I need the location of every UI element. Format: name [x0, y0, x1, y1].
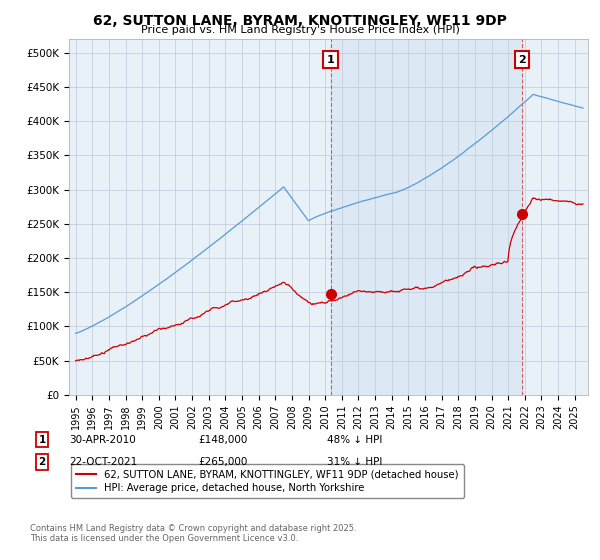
Text: 2: 2 — [38, 457, 46, 467]
Text: 1: 1 — [327, 55, 335, 65]
Text: 30-APR-2010: 30-APR-2010 — [69, 435, 136, 445]
Text: £148,000: £148,000 — [198, 435, 247, 445]
Text: 48% ↓ HPI: 48% ↓ HPI — [327, 435, 382, 445]
Text: £265,000: £265,000 — [198, 457, 247, 467]
Text: 31% ↓ HPI: 31% ↓ HPI — [327, 457, 382, 467]
Bar — [331, 39, 522, 395]
Text: 1: 1 — [38, 435, 46, 445]
Text: 2: 2 — [518, 55, 526, 65]
Text: Contains HM Land Registry data © Crown copyright and database right 2025.
This d: Contains HM Land Registry data © Crown c… — [30, 524, 356, 543]
Text: 22-OCT-2021: 22-OCT-2021 — [69, 457, 137, 467]
Legend: 62, SUTTON LANE, BYRAM, KNOTTINGLEY, WF11 9DP (detached house), HPI: Average pri: 62, SUTTON LANE, BYRAM, KNOTTINGLEY, WF1… — [71, 464, 464, 498]
Text: 62, SUTTON LANE, BYRAM, KNOTTINGLEY, WF11 9DP: 62, SUTTON LANE, BYRAM, KNOTTINGLEY, WF1… — [93, 14, 507, 28]
Text: Price paid vs. HM Land Registry's House Price Index (HPI): Price paid vs. HM Land Registry's House … — [140, 25, 460, 35]
